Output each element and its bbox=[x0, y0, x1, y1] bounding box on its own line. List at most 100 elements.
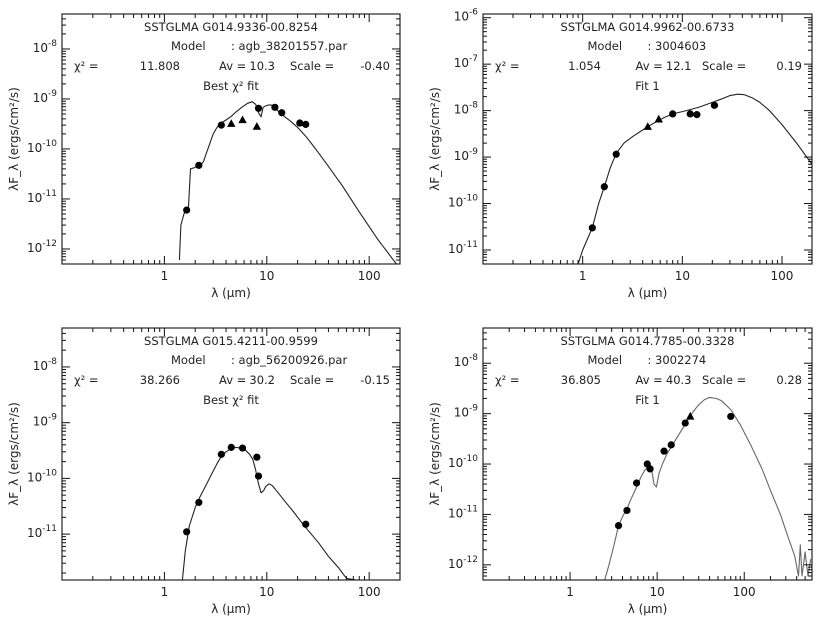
fit-label: Fit 1 bbox=[635, 393, 659, 407]
fit-label: Fit 1 bbox=[635, 79, 659, 93]
flux-point bbox=[710, 101, 719, 109]
flux-point bbox=[667, 441, 675, 449]
flux-point bbox=[646, 465, 654, 473]
av-value: 40.3 bbox=[666, 373, 692, 387]
flux-point bbox=[302, 120, 310, 128]
chi2-label: χ² = bbox=[74, 59, 99, 73]
flux-point bbox=[183, 528, 191, 536]
flux-point-triangle bbox=[252, 122, 262, 130]
model-sed-curve bbox=[577, 93, 812, 264]
flux-point-triangle bbox=[654, 114, 663, 123]
y-axis-label: λF_λ (ergs/cm²/s) bbox=[428, 87, 442, 191]
model-name: : 3002274 bbox=[648, 353, 707, 367]
scale-label: Scale = bbox=[290, 373, 334, 387]
flux-point bbox=[660, 447, 668, 455]
y-tick-label: 10-10 bbox=[27, 468, 57, 484]
chi2-value: 1.054 bbox=[568, 59, 601, 73]
y-tick-label: 10-9 bbox=[454, 404, 479, 420]
y-tick-label: 10-8 bbox=[454, 353, 479, 369]
chi2-label: χ² = bbox=[495, 59, 520, 73]
model-sed-curve bbox=[181, 446, 357, 580]
flux-point bbox=[632, 479, 641, 487]
scale-label: Scale = bbox=[702, 373, 746, 387]
y-tick-label: 10-10 bbox=[27, 139, 57, 155]
flux-point bbox=[253, 453, 261, 461]
x-axis-label: λ (μm) bbox=[211, 602, 251, 616]
flux-point bbox=[686, 110, 694, 118]
scale-value: 0.28 bbox=[776, 373, 802, 387]
x-tick-label: 10 bbox=[259, 269, 274, 283]
model-label: Model bbox=[588, 39, 623, 53]
y-tick-label: 10-6 bbox=[454, 8, 479, 24]
fit-label: Best χ² fit bbox=[203, 393, 259, 407]
x-tick-label: 100 bbox=[733, 585, 756, 599]
flux-point bbox=[254, 104, 263, 112]
flux-point bbox=[195, 498, 203, 507]
flux-point bbox=[588, 224, 596, 232]
source-title: SSTGLMA G014.9962-00.6733 bbox=[561, 20, 735, 34]
flux-point bbox=[278, 109, 286, 117]
plot-frame bbox=[61, 13, 401, 265]
model-name: : agb_38201557.par bbox=[231, 39, 347, 53]
y-tick-label: 10-12 bbox=[27, 239, 57, 255]
x-tick-label: 1 bbox=[566, 585, 574, 599]
flux-point-triangle bbox=[227, 119, 236, 127]
plot-frame bbox=[482, 327, 813, 581]
flux-point bbox=[227, 443, 235, 451]
sed-panel-2: 1 10 100 10-11 10-10 10-9 10-8 10-7 10-6 λ (μm) λF… bbox=[428, 8, 813, 300]
y-tick-label: 10-9 bbox=[454, 147, 479, 163]
plot-frame bbox=[61, 327, 401, 581]
x-tick-label: 100 bbox=[358, 585, 381, 599]
scale-value: -0.40 bbox=[360, 59, 390, 73]
flux-point bbox=[238, 444, 247, 452]
sed-panel-4: 1 10 100 10-12 10-11 10-10 10-9 10-8 λ (μm) λF_λ … bbox=[428, 327, 813, 616]
flux-point-triangle bbox=[643, 122, 652, 130]
av-label: Av = bbox=[636, 59, 663, 73]
flux-point bbox=[614, 522, 623, 530]
y-axis-label: λF_λ (ergs/cm²/s) bbox=[7, 402, 21, 506]
x-tick-label: 10 bbox=[650, 585, 665, 599]
flux-point bbox=[612, 150, 620, 158]
x-tick-label: 1 bbox=[161, 269, 169, 283]
model-name: : agb_56200926.par bbox=[231, 353, 347, 367]
chi2-value: 38.266 bbox=[140, 373, 180, 387]
flux-point bbox=[296, 119, 304, 127]
flux-point bbox=[217, 121, 225, 129]
av-value: 12.1 bbox=[666, 59, 692, 73]
y-tick-label: 10-7 bbox=[454, 54, 478, 70]
flux-point bbox=[195, 161, 203, 169]
y-tick-label: 10-9 bbox=[33, 413, 58, 429]
x-tick-label: 1 bbox=[161, 585, 169, 599]
flux-point bbox=[693, 111, 701, 119]
flux-point bbox=[669, 110, 677, 118]
flux-point bbox=[681, 419, 689, 427]
model-sed-curve bbox=[178, 101, 398, 264]
sed-panel-1: 1 10 100 10-12 10-11 10-10 10-9 10-8 λ (μm) λF_λ … bbox=[7, 13, 401, 300]
y-tick-label: 10-10 bbox=[448, 454, 478, 470]
y-tick-label: 10-12 bbox=[448, 555, 478, 571]
av-value: 10.3 bbox=[249, 59, 275, 73]
x-tick-label: 10 bbox=[259, 585, 274, 599]
scale-label: Scale = bbox=[702, 59, 746, 73]
fit-label: Best χ² fit bbox=[203, 79, 259, 93]
y-tick-label: 10-11 bbox=[27, 189, 57, 205]
model-sed-curve bbox=[604, 396, 812, 580]
chi2-value: 11.808 bbox=[140, 59, 180, 73]
source-title: SSTGLMA G015.4211-00.9599 bbox=[144, 334, 318, 348]
flux-point bbox=[727, 412, 735, 421]
av-label: Av = bbox=[636, 373, 663, 387]
y-tick-label: 10-11 bbox=[448, 504, 478, 520]
y-tick-label: 10-10 bbox=[448, 194, 478, 210]
chi2-value: 36.805 bbox=[561, 373, 601, 387]
chi2-label: χ² = bbox=[74, 373, 99, 387]
y-tick-label: 10-11 bbox=[448, 240, 478, 256]
av-value: 30.2 bbox=[249, 373, 275, 387]
scale-label: Scale = bbox=[290, 59, 334, 73]
x-tick-label: 1 bbox=[579, 269, 587, 283]
x-axis-label: λ (μm) bbox=[628, 602, 668, 616]
x-axis-label: λ (μm) bbox=[628, 286, 668, 300]
x-tick-label: 10 bbox=[675, 269, 690, 283]
source-title: SSTGLMA G014.7785-00.3328 bbox=[561, 334, 735, 348]
flux-point bbox=[217, 450, 225, 458]
